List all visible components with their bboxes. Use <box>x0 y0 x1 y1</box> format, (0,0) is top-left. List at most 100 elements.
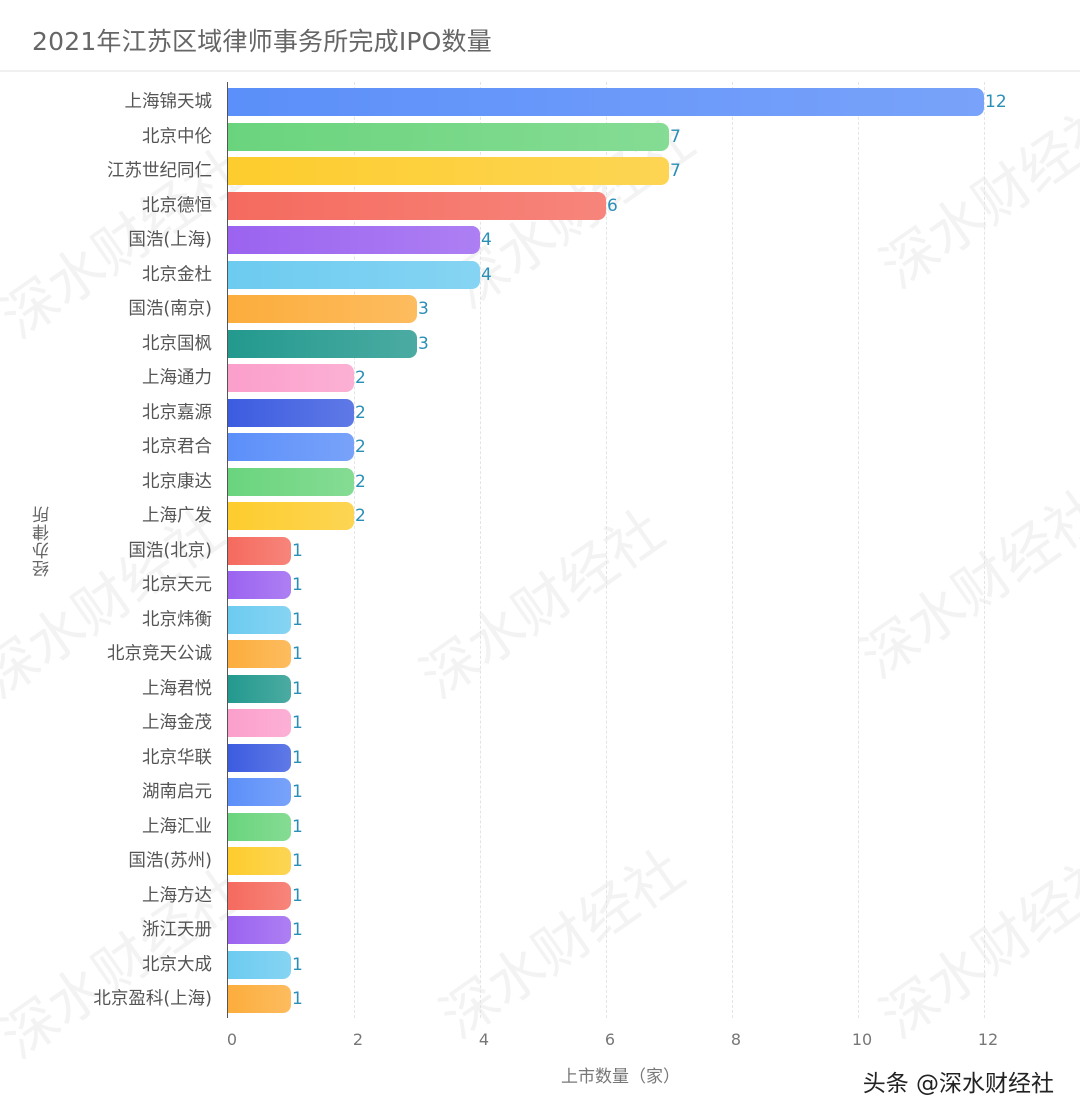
title-divider <box>0 70 1080 72</box>
bar <box>228 157 669 185</box>
bar <box>228 674 291 703</box>
bar <box>228 226 480 254</box>
bar <box>228 605 291 634</box>
category-label: 北京竞天公诚 <box>107 644 212 664</box>
bar <box>228 433 354 461</box>
x-tick-label: 12 <box>977 1030 999 1049</box>
value-label: 3 <box>418 333 429 354</box>
category-label: 上海金茂 <box>142 713 212 733</box>
watermark-text: 深水财经社 <box>409 497 677 712</box>
category-label: 北京炜衡 <box>142 609 212 630</box>
y-axis-label: 经办律所 <box>33 505 53 577</box>
value-label: 1 <box>292 713 303 733</box>
value-label: 4 <box>481 230 492 250</box>
value-label: 3 <box>418 299 429 319</box>
category-label: 上海锦天城 <box>124 92 213 112</box>
category-label: 北京盈科(上海) <box>93 989 212 1009</box>
gridline <box>480 82 481 1018</box>
category-label: 国浩(上海) <box>128 230 212 250</box>
value-label: 1 <box>292 920 303 940</box>
gridline <box>354 82 355 1018</box>
bar <box>228 812 291 841</box>
category-label: 北京康达 <box>142 471 212 492</box>
value-label: 6 <box>607 195 618 216</box>
value-label: 1 <box>292 540 303 561</box>
watermark-text: 深水财经社 <box>429 837 697 1052</box>
value-label: 1 <box>292 989 303 1009</box>
bar <box>228 950 291 979</box>
bar <box>228 916 291 944</box>
value-label: 1 <box>292 851 303 871</box>
x-tick-label: 2 <box>352 1030 364 1049</box>
bar <box>228 778 291 806</box>
gridline <box>858 82 859 1018</box>
value-label: 2 <box>355 506 366 526</box>
value-label: 1 <box>292 644 303 664</box>
bar <box>228 122 669 151</box>
category-label: 湖南启元 <box>142 782 212 802</box>
value-label: 7 <box>670 161 681 181</box>
value-label: 7 <box>670 126 681 147</box>
bar <box>228 295 417 323</box>
bar <box>228 709 291 737</box>
bar <box>228 191 606 220</box>
category-label: 上海君悦 <box>142 678 212 699</box>
category-label: 北京中伦 <box>142 126 212 147</box>
value-label: 2 <box>355 368 366 388</box>
category-label: 北京国枫 <box>142 333 212 354</box>
value-label: 2 <box>355 402 366 423</box>
gridline <box>732 82 733 1018</box>
bar <box>228 743 291 772</box>
x-tick-label: 6 <box>604 1030 616 1049</box>
value-label: 1 <box>292 885 303 906</box>
bar <box>228 847 291 875</box>
value-label: 1 <box>292 954 303 975</box>
bar <box>228 467 354 496</box>
x-tick-label: 4 <box>478 1030 490 1049</box>
bar <box>228 640 291 668</box>
bar <box>228 536 291 565</box>
category-label: 江苏世纪同仁 <box>107 161 212 181</box>
bar <box>228 985 291 1013</box>
x-tick-label: 10 <box>851 1030 873 1049</box>
value-label: 1 <box>292 782 303 802</box>
category-label: 国浩(南京) <box>128 299 212 319</box>
x-tick-label: 8 <box>730 1030 742 1049</box>
value-label: 4 <box>481 264 492 285</box>
bar <box>228 364 354 392</box>
watermark-text: 深水财经社 <box>849 477 1080 692</box>
category-label: 国浩(苏州) <box>128 851 212 871</box>
category-label: 北京天元 <box>142 575 212 595</box>
category-label: 北京嘉源 <box>142 402 212 423</box>
category-label: 北京德恒 <box>142 195 212 216</box>
value-label: 2 <box>355 471 366 492</box>
category-label: 北京金杜 <box>142 264 212 285</box>
gridline <box>606 82 607 1018</box>
gridline <box>984 82 985 1018</box>
value-label: 1 <box>292 609 303 630</box>
source-credit: 头条 @深水财经社 <box>862 1071 1054 1097</box>
category-label: 北京华联 <box>142 747 212 768</box>
category-label: 上海方达 <box>142 885 212 906</box>
bar <box>228 398 354 427</box>
bar <box>228 260 480 289</box>
bar <box>228 502 354 530</box>
value-label: 12 <box>985 92 1007 112</box>
category-label: 浙江天册 <box>142 920 212 940</box>
bar <box>228 329 417 358</box>
y-axis-line <box>227 82 228 1018</box>
value-label: 1 <box>292 747 303 768</box>
x-tick-label: 0 <box>226 1030 238 1049</box>
category-label: 上海通力 <box>142 368 212 388</box>
value-label: 1 <box>292 575 303 595</box>
bar <box>228 571 291 599</box>
value-label: 2 <box>355 437 366 457</box>
category-label: 北京君合 <box>142 437 212 457</box>
chart-title: 2021年江苏区域律师事务所完成IPO数量 <box>32 27 492 56</box>
bar <box>228 88 984 116</box>
category-label: 国浩(北京) <box>128 540 212 561</box>
value-label: 1 <box>292 816 303 837</box>
category-label: 上海广发 <box>142 506 212 526</box>
category-label: 上海汇业 <box>142 816 212 837</box>
watermark-text: 深水财经社 <box>869 837 1080 1052</box>
